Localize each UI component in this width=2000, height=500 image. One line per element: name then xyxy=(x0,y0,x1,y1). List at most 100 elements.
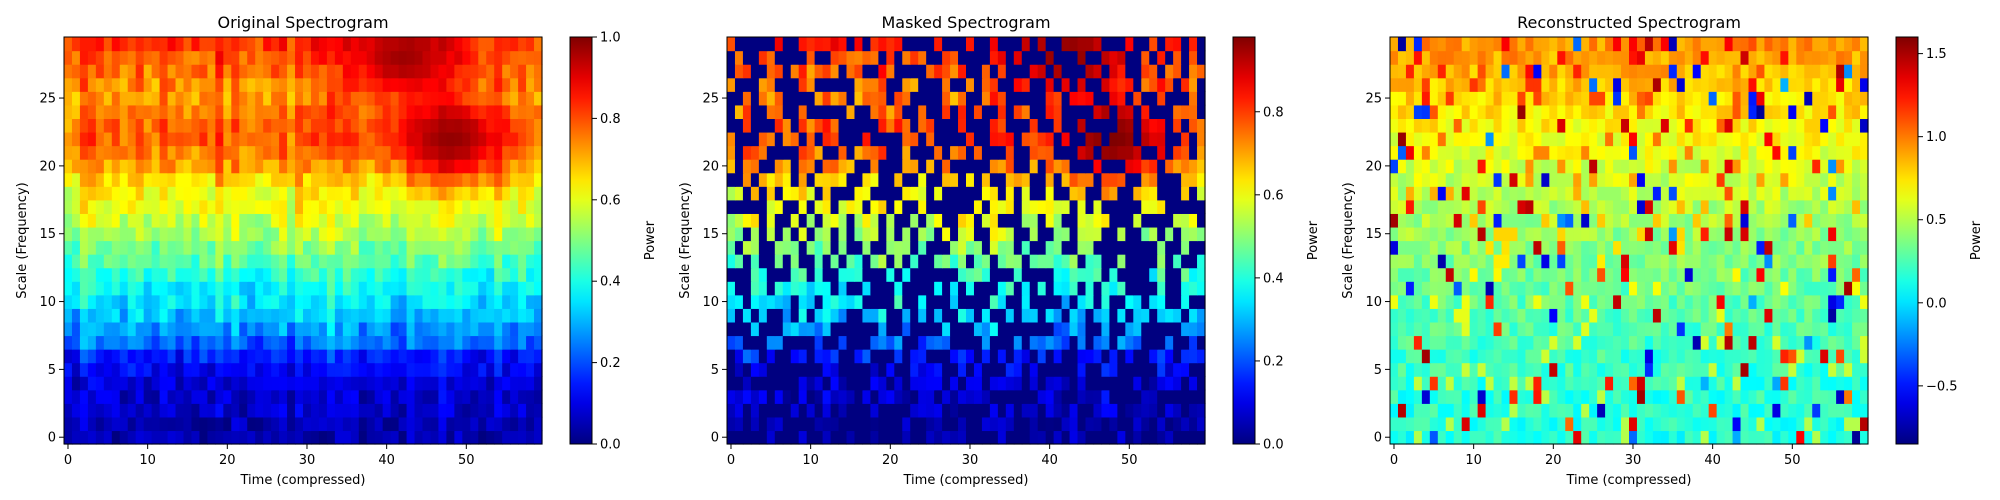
heatmap-cell xyxy=(1724,213,1734,228)
heatmap-cell xyxy=(478,199,487,214)
heatmap-cell xyxy=(374,199,384,214)
heatmap-cell xyxy=(1676,403,1686,418)
heatmap-cell xyxy=(1820,389,1829,404)
heatmap-cell xyxy=(1621,254,1630,269)
heatmap-cell xyxy=(886,308,895,323)
heatmap-cell xyxy=(838,267,848,282)
heatmap-cell xyxy=(223,349,232,364)
heatmap-cell xyxy=(774,281,784,296)
heatmap-cell xyxy=(494,213,503,228)
heatmap-cell xyxy=(183,335,193,350)
heatmap-cell xyxy=(950,254,959,269)
heatmap-cell xyxy=(79,118,89,133)
heatmap-cell xyxy=(1485,376,1495,391)
heatmap-cell xyxy=(494,145,503,160)
heatmap-cell xyxy=(782,186,792,201)
heatmap-cell xyxy=(462,321,471,337)
heatmap-cell xyxy=(310,104,320,119)
heatmap-cell xyxy=(1405,172,1415,187)
heatmap-cell xyxy=(1157,145,1166,160)
heatmap-cell xyxy=(1541,199,1550,214)
heatmap-cell xyxy=(1668,281,1678,296)
heatmap-cell xyxy=(1149,50,1158,65)
heatmap-cell xyxy=(438,131,447,147)
heatmap-cell xyxy=(95,172,105,187)
heatmap-cell xyxy=(1053,294,1063,309)
heatmap-cell xyxy=(95,362,105,377)
heatmap-cell xyxy=(382,91,392,106)
heatmap-cell xyxy=(1652,240,1662,255)
heatmap-cell xyxy=(798,159,808,174)
heatmap-cell xyxy=(1676,308,1686,323)
heatmap-cell xyxy=(782,403,792,418)
heatmap-cell xyxy=(1037,240,1047,255)
heatmap-cell xyxy=(462,199,471,214)
heatmap-cell xyxy=(894,118,903,133)
heatmap-cell xyxy=(1005,131,1015,147)
heatmap-cell xyxy=(406,430,416,445)
heatmap-cell xyxy=(1549,362,1558,377)
heatmap-cell xyxy=(1045,199,1055,214)
heatmap-cell xyxy=(806,281,816,296)
heatmap-cell xyxy=(1772,376,1781,391)
heatmap-cell xyxy=(790,64,800,79)
heatmap-cell xyxy=(1772,389,1781,404)
heatmap-cell xyxy=(71,199,81,214)
heatmap-cell xyxy=(750,321,760,337)
heatmap-cell xyxy=(1493,389,1503,404)
heatmap-cell xyxy=(271,308,280,323)
heatmap-cell xyxy=(1716,362,1726,377)
heatmap-cell xyxy=(1485,362,1495,377)
heatmap-cell xyxy=(814,416,824,432)
heatmap-cell xyxy=(271,104,280,119)
heatmap-cell xyxy=(127,91,137,106)
heatmap-cell xyxy=(486,416,495,432)
heatmap-cell xyxy=(1525,403,1534,418)
heatmap-cell xyxy=(1597,186,1606,201)
heatmap-cell xyxy=(966,416,975,432)
heatmap-cell xyxy=(231,131,240,147)
heatmap-cell xyxy=(175,172,185,187)
heatmap-cell xyxy=(87,349,97,364)
heatmap-cell xyxy=(446,349,455,364)
heatmap-cell xyxy=(64,91,73,106)
heatmap-cell xyxy=(1597,335,1606,350)
heatmap-cell xyxy=(326,77,336,92)
heatmap-cell xyxy=(1421,172,1431,187)
heatmap-cell xyxy=(958,37,967,52)
heatmap-cell xyxy=(1836,159,1845,174)
heatmap-cell xyxy=(326,226,336,242)
x-tick-label: 0 xyxy=(727,453,735,468)
heatmap-cell xyxy=(239,131,248,147)
heatmap-cell xyxy=(1676,199,1686,214)
heatmap-cell xyxy=(310,362,320,377)
heatmap-cell xyxy=(942,389,951,404)
heatmap-cell xyxy=(1013,118,1023,133)
heatmap-cell xyxy=(71,416,81,432)
heatmap-cell xyxy=(1860,335,1869,350)
heatmap-cell xyxy=(382,430,392,445)
heatmap-cell xyxy=(942,376,951,391)
heatmap-cell xyxy=(223,321,232,337)
heatmap-cell xyxy=(1549,416,1558,432)
heatmap-cell xyxy=(199,118,208,133)
heatmap-cell xyxy=(1692,145,1702,160)
heatmap-cell xyxy=(814,226,824,242)
heatmap-cell xyxy=(1397,376,1407,391)
heatmap-cell xyxy=(1197,362,1206,377)
heatmap-cell xyxy=(518,172,527,187)
heatmap-cell xyxy=(981,376,991,391)
heatmap-cell xyxy=(1836,389,1845,404)
heatmap-cell xyxy=(1517,213,1527,228)
heatmap-cell xyxy=(1445,267,1455,282)
heatmap-cell xyxy=(255,335,264,350)
heatmap-cell xyxy=(1477,240,1487,255)
heatmap-cell xyxy=(1565,349,1574,364)
heatmap-cell xyxy=(782,50,792,65)
heatmap-cell xyxy=(886,362,895,377)
heatmap-cell xyxy=(942,294,951,309)
heatmap-cell xyxy=(1533,335,1542,350)
heatmap-cell xyxy=(398,172,408,187)
heatmap-cell xyxy=(263,321,272,337)
heatmap-cell xyxy=(958,199,967,214)
